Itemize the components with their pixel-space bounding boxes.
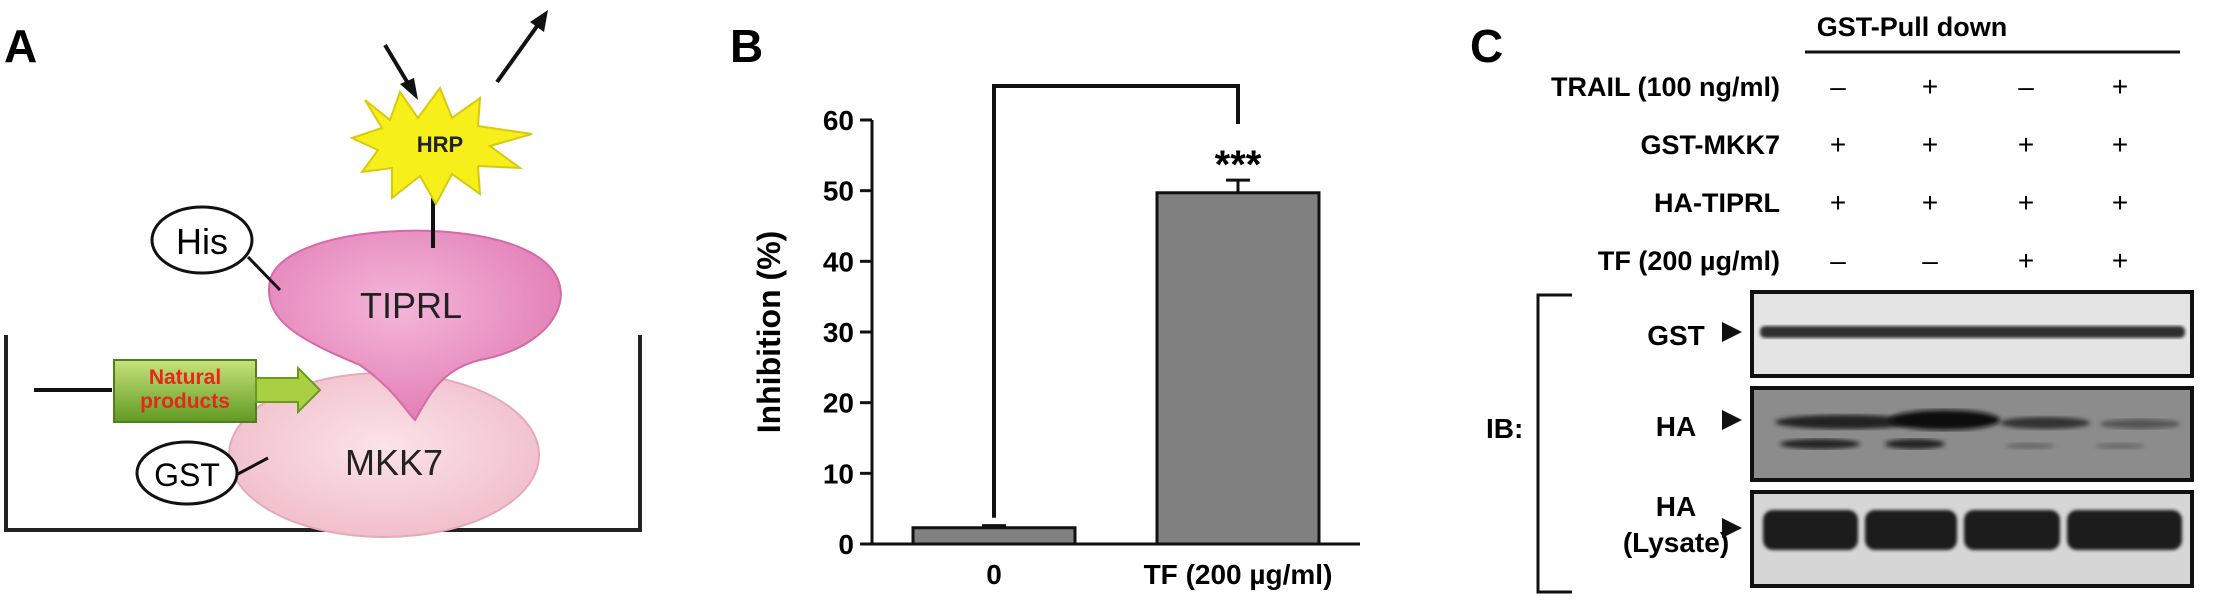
schematic-diagram: A MKK7 TIPRL HRP His GST Natural product…	[4, 10, 642, 538]
condition-value: +	[2018, 129, 2034, 160]
blot-band	[1763, 510, 1858, 550]
his-linker	[246, 255, 282, 292]
blot-band	[1775, 415, 1915, 429]
blot-band	[2100, 419, 2180, 429]
y-tick-label: 50	[823, 176, 854, 207]
significance-stars: ***	[1215, 143, 1262, 187]
condition-value: +	[2018, 187, 2034, 218]
blot-band	[1865, 510, 1957, 550]
condition-value: +	[2112, 245, 2128, 276]
condition-value: +	[2112, 71, 2128, 102]
chart-bars	[911, 178, 1321, 546]
blot-label-ha-lysate-line2: (Lysate)	[1623, 527, 1729, 558]
condition-value: –	[1830, 245, 1846, 276]
pulldown-header: GST-Pull down	[1817, 12, 2008, 42]
condition-label-tf: TF (200 µg/ml)	[1598, 246, 1780, 276]
blot-band	[1780, 439, 1860, 449]
natural-products-label-line2: products	[140, 390, 230, 413]
panel-a-letter: A	[4, 20, 37, 72]
outgoing-arrowhead	[530, 10, 548, 32]
condition-value: –	[1830, 71, 1846, 102]
chart-axes: 0 10 20 30 40 50 60 Inhibition (%) 0 TF (200 µg/m…	[751, 105, 1360, 590]
condition-value: +	[2018, 245, 2034, 276]
condition-value: +	[1922, 187, 1938, 218]
panel-a-schematic: A MKK7 TIPRL HRP His GST Natural product…	[0, 0, 720, 606]
panel-b-letter: B	[730, 20, 763, 72]
y-tick-label: 0	[838, 529, 854, 560]
significance-bracket	[992, 84, 1240, 518]
panel-b-chart: B 0 10 20 30 40 50 60 Inhibition (%) 0 TF (200 µg…	[720, 0, 1460, 606]
y-tick-label: 20	[823, 388, 854, 419]
natural-products-arrow	[255, 365, 322, 415]
ib-bracket	[1536, 293, 1572, 594]
condition-rows: TRAIL (100 ng/ml) – + – + GST-MKK7 + + +…	[1551, 71, 2128, 276]
blot-label-ha: HA	[1656, 411, 1696, 442]
bar	[1155, 191, 1321, 546]
his-tag	[150, 205, 254, 275]
condition-value: –	[1922, 245, 1938, 276]
hrp-star	[349, 85, 533, 207]
blot-frame	[1750, 386, 2194, 482]
blot-band	[1890, 410, 2000, 430]
panel-c-letter: C	[1470, 20, 1503, 72]
incoming-arrowhead	[400, 78, 418, 100]
condition-value: +	[1830, 129, 1846, 160]
chart-annotations: ***	[992, 84, 1262, 518]
blot-label-ha-lysate-line1: HA	[1656, 491, 1696, 522]
condition-label-gst-mkk7: GST-MKK7	[1640, 130, 1780, 160]
blot-ha	[1750, 386, 2194, 482]
panel-c-western-blot: C GST-Pull down TRAIL (100 ng/ml) – + – …	[1460, 0, 2215, 606]
gst-linker	[235, 456, 269, 477]
ib-label: IB:	[1486, 413, 1523, 444]
blot-label-gst: GST	[1647, 320, 1705, 351]
condition-value: +	[2112, 187, 2128, 218]
blot-band	[2095, 443, 2145, 449]
blot-band	[2000, 417, 2090, 429]
condition-value: –	[2018, 71, 2034, 102]
blot-band	[2067, 510, 2182, 550]
outgoing-arrow	[495, 20, 542, 84]
bar	[911, 526, 1077, 546]
inhibition-bar-chart: B 0 10 20 30 40 50 60 Inhibition (%) 0 TF (200 µg…	[730, 20, 1360, 590]
natural-products-box	[113, 359, 257, 423]
condition-label-trail: TRAIL (100 ng/ml)	[1551, 72, 1780, 102]
x-tick-label: 0	[986, 559, 1002, 590]
blot-band	[1760, 326, 2185, 338]
condition-value: +	[2112, 129, 2128, 160]
y-tick-label: 10	[823, 458, 854, 489]
band-marker-arrow	[1722, 518, 1742, 538]
blot-band	[1885, 439, 1945, 449]
y-tick-label: 30	[823, 317, 854, 348]
condition-value: +	[1830, 187, 1846, 218]
western-blot-figure: C GST-Pull down TRAIL (100 ng/ml) – + – …	[1470, 12, 2194, 594]
condition-value: +	[1922, 129, 1938, 160]
band-marker-arrow	[1722, 322, 1742, 342]
mkk7-label: MKK7	[345, 442, 443, 483]
blot-band	[1964, 510, 2060, 550]
y-tick-label: 60	[823, 105, 854, 136]
condition-label-ha-tiprl: HA-TIPRL	[1654, 188, 1780, 218]
gst-tag-label: GST	[154, 457, 220, 493]
his-label: His	[176, 221, 228, 262]
x-tick-label: TF (200 µg/ml)	[1144, 559, 1333, 590]
blot-gst	[1750, 290, 2194, 378]
blot-band	[2005, 443, 2055, 449]
blot-ha-lysate	[1750, 490, 2194, 588]
hrp-label: HRP	[417, 132, 463, 157]
gst-tag	[135, 440, 239, 506]
y-axis-title: Inhibition (%)	[751, 231, 787, 434]
tiprl-label: TIPRL	[360, 285, 462, 326]
condition-value: +	[1922, 71, 1938, 102]
band-marker-arrow	[1722, 410, 1742, 430]
y-tick-label: 40	[823, 246, 854, 277]
natural-products-label-line1: Natural	[149, 366, 221, 389]
